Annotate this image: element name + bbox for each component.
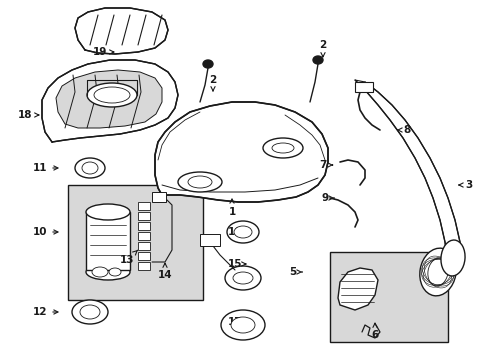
Ellipse shape xyxy=(203,60,213,68)
Bar xyxy=(152,192,165,202)
Ellipse shape xyxy=(263,138,303,158)
Ellipse shape xyxy=(187,176,212,188)
Text: 7: 7 xyxy=(319,160,332,170)
Text: 14: 14 xyxy=(157,263,172,280)
Polygon shape xyxy=(155,102,327,202)
Bar xyxy=(354,82,372,92)
Text: 19: 19 xyxy=(93,47,114,57)
Bar xyxy=(138,242,150,250)
Ellipse shape xyxy=(440,240,464,276)
Text: 16: 16 xyxy=(227,227,245,237)
Bar xyxy=(68,185,203,300)
Ellipse shape xyxy=(230,317,254,333)
Text: 8: 8 xyxy=(397,125,410,135)
Text: 2: 2 xyxy=(319,40,326,57)
Text: 15: 15 xyxy=(227,259,245,269)
Ellipse shape xyxy=(419,248,455,296)
Bar xyxy=(200,234,220,246)
Ellipse shape xyxy=(271,143,293,153)
Ellipse shape xyxy=(224,266,261,290)
Ellipse shape xyxy=(312,56,323,64)
Bar xyxy=(138,212,150,220)
Text: 18: 18 xyxy=(18,110,39,120)
Text: 5: 5 xyxy=(289,267,302,277)
Text: 9: 9 xyxy=(321,193,333,203)
Polygon shape xyxy=(75,8,168,54)
Ellipse shape xyxy=(87,83,137,107)
Ellipse shape xyxy=(232,272,252,284)
Polygon shape xyxy=(337,268,377,310)
Ellipse shape xyxy=(75,158,105,178)
Polygon shape xyxy=(86,212,130,270)
Ellipse shape xyxy=(221,310,264,340)
Polygon shape xyxy=(354,80,461,260)
Ellipse shape xyxy=(226,221,259,243)
Ellipse shape xyxy=(109,268,121,276)
Polygon shape xyxy=(42,60,178,142)
Ellipse shape xyxy=(427,258,447,286)
Bar xyxy=(329,252,447,342)
Text: 1: 1 xyxy=(228,199,235,217)
Text: 13: 13 xyxy=(120,250,137,265)
Bar xyxy=(138,222,150,230)
Ellipse shape xyxy=(178,172,222,192)
Bar xyxy=(138,252,150,260)
Ellipse shape xyxy=(234,226,251,238)
Ellipse shape xyxy=(94,87,130,103)
Text: 6: 6 xyxy=(370,323,378,340)
Ellipse shape xyxy=(82,162,98,174)
Bar xyxy=(138,262,150,270)
Text: 3: 3 xyxy=(458,180,472,190)
Ellipse shape xyxy=(72,300,108,324)
Text: 11: 11 xyxy=(33,163,58,173)
Ellipse shape xyxy=(86,264,130,280)
Ellipse shape xyxy=(92,267,108,277)
Ellipse shape xyxy=(86,204,130,220)
Polygon shape xyxy=(56,70,162,128)
Text: 17: 17 xyxy=(227,317,245,327)
Text: 2: 2 xyxy=(209,75,216,91)
Ellipse shape xyxy=(80,305,100,319)
Text: 12: 12 xyxy=(33,307,58,317)
Text: 10: 10 xyxy=(33,227,58,237)
Bar xyxy=(138,202,150,210)
Bar xyxy=(138,232,150,240)
Text: 4: 4 xyxy=(435,265,450,275)
